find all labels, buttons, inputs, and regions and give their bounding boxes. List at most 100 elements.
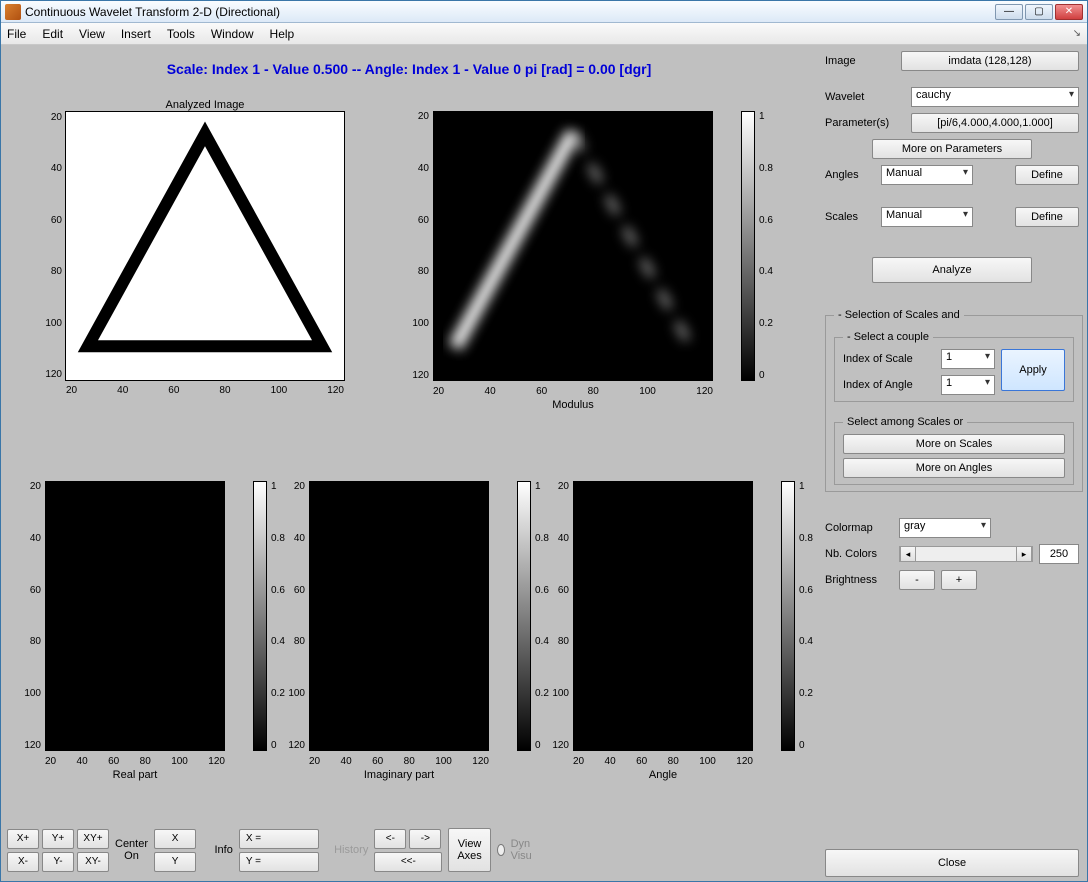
menu-chevron-icon[interactable]: ↘ <box>1073 28 1081 39</box>
center-y-button[interactable]: Y <box>154 852 196 872</box>
close-button[interactable]: Close <box>825 849 1079 877</box>
figure-headline: Scale: Index 1 - Value 0.500 -- Angle: I… <box>1 61 817 77</box>
nav-xy-minus[interactable]: XY- <box>77 852 109 872</box>
menu-view[interactable]: View <box>79 27 105 41</box>
nav-y-plus[interactable]: Y+ <box>42 829 74 849</box>
nav-xy-plus[interactable]: XY+ <box>77 829 109 849</box>
center-on-label: Center On <box>115 838 148 862</box>
index-scale-select[interactable]: 1 <box>941 349 995 369</box>
brightness-minus-button[interactable]: - <box>899 570 935 590</box>
more-params-button[interactable]: More on Parameters <box>872 139 1032 159</box>
nbcolors-slider[interactable] <box>899 546 1033 562</box>
angle-colorbar <box>781 481 795 751</box>
modulus-glow-icon <box>433 111 713 381</box>
select-among-fieldset: Select among Scales or More on Scales Mo… <box>834 416 1074 485</box>
real-xlabel: Real part <box>45 769 225 781</box>
imag-xticks: 20406080100120 <box>309 756 489 767</box>
info-x-button[interactable]: X = <box>239 829 319 849</box>
nav-y-minus[interactable]: Y- <box>42 852 74 872</box>
imag-yticks: 20406080100120 <box>281 481 305 751</box>
selection-legend: - Selection of Scales and <box>834 309 964 321</box>
center-x-button[interactable]: X <box>154 829 196 849</box>
right-panel: Image imdata (128,128) Wavelet cauchy Pa… <box>817 45 1087 881</box>
params-label: Parameter(s) <box>825 117 905 129</box>
client-area: Scale: Index 1 - Value 0.500 -- Angle: I… <box>1 45 1087 881</box>
angle-image: 20406080100120 20406080100120 10.80.60.4… <box>573 481 753 751</box>
axes-modulus: 20406080100120 20406080100120 10.80.60.4… <box>433 111 713 411</box>
angle-xlabel: Angle <box>573 769 753 781</box>
real-image: 20406080100120 20406080100120 10.80.60.4… <box>45 481 225 751</box>
imag-xlabel: Imaginary part <box>309 769 489 781</box>
scales-define-button[interactable]: Define <box>1015 207 1079 227</box>
nav-x-plus[interactable]: X+ <box>7 829 39 849</box>
brightness-plus-button[interactable]: + <box>941 570 977 590</box>
modulus-xlabel: Modulus <box>433 399 713 411</box>
analyzed-xticks: 20406080100120 <box>66 385 344 396</box>
history-fwd-button[interactable]: -> <box>409 829 441 849</box>
angles-label: Angles <box>825 169 875 181</box>
nbcolors-label: Nb. Colors <box>825 548 893 560</box>
history-back-button[interactable]: <- <box>374 829 406 849</box>
axes-angle: 20406080100120 20406080100120 10.80.60.4… <box>573 481 753 781</box>
index-scale-label: Index of Scale <box>843 353 935 365</box>
menu-insert[interactable]: Insert <box>121 27 151 41</box>
scales-select[interactable]: Manual <box>881 207 973 227</box>
window-title: Continuous Wavelet Transform 2-D (Direct… <box>25 5 995 19</box>
analyze-button[interactable]: Analyze <box>872 257 1032 283</box>
dynvisu-radio[interactable] <box>497 844 505 856</box>
params-button[interactable]: [pi/6,4.000,4.000,1.000] <box>911 113 1079 133</box>
brightness-label: Brightness <box>825 574 893 586</box>
nbcolors-value[interactable]: 250 <box>1039 544 1079 564</box>
close-window-button[interactable]: ✕ <box>1055 4 1083 20</box>
app-icon <box>5 4 21 20</box>
app-window: Continuous Wavelet Transform 2-D (Direct… <box>0 0 1088 882</box>
imdata-button[interactable]: imdata (128,128) <box>901 51 1079 71</box>
index-angle-label: Index of Angle <box>843 379 935 391</box>
index-angle-select[interactable]: 1 <box>941 375 995 395</box>
wavelet-label: Wavelet <box>825 91 905 103</box>
plots-area: Scale: Index 1 - Value 0.500 -- Angle: I… <box>1 45 817 881</box>
dynvisu-label: Dyn Visu <box>511 838 536 862</box>
more-angles-button[interactable]: More on Angles <box>843 458 1065 478</box>
bottom-toolbar: X+ Y+ XY+ X- Y- XY- Center On X Y I <box>1 823 542 877</box>
modulus-image: 20406080100120 20406080100120 10.80.60.4… <box>433 111 713 381</box>
modulus-yticks: 20406080100120 <box>405 111 429 381</box>
scales-label: Scales <box>825 211 875 223</box>
info-label: Info <box>215 844 233 856</box>
maximize-button[interactable]: ▢ <box>1025 4 1053 20</box>
selection-fieldset: - Selection of Scales and - Select a cou… <box>825 309 1083 492</box>
colormap-select[interactable]: gray <box>899 518 991 538</box>
title-bar[interactable]: Continuous Wavelet Transform 2-D (Direct… <box>1 1 1087 23</box>
angles-select[interactable]: Manual <box>881 165 973 185</box>
triangle-icon <box>66 112 344 380</box>
image-label: Image <box>825 55 895 67</box>
modulus-xticks: 20406080100120 <box>433 386 713 397</box>
angles-define-button[interactable]: Define <box>1015 165 1079 185</box>
history-label: History <box>334 844 368 856</box>
info-y-button[interactable]: Y = <box>239 852 319 872</box>
modulus-colorbar <box>741 111 755 381</box>
view-axes-button[interactable]: View Axes <box>448 828 490 872</box>
analyzed-title: Analyzed Image <box>65 99 345 111</box>
menu-tools[interactable]: Tools <box>167 27 195 41</box>
angle-yticks: 20406080100120 <box>545 481 569 751</box>
menu-file[interactable]: File <box>7 27 26 41</box>
angle-colorbar-labels: 10.80.60.40.20 <box>799 481 823 751</box>
analyzed-yticks: 20406080100120 <box>38 112 62 380</box>
select-couple-legend: - Select a couple <box>843 331 933 343</box>
axes-real: 20406080100120 20406080100120 10.80.60.4… <box>45 481 225 781</box>
real-yticks: 20406080100120 <box>17 481 41 751</box>
real-xticks: 20406080100120 <box>45 756 225 767</box>
menu-help[interactable]: Help <box>270 27 295 41</box>
nav-x-minus[interactable]: X- <box>7 852 39 872</box>
menu-window[interactable]: Window <box>211 27 254 41</box>
more-scales-button[interactable]: More on Scales <box>843 434 1065 454</box>
apply-button[interactable]: Apply <box>1001 349 1065 391</box>
axes-analyzed: Analyzed Image 20406080100120 2040608010… <box>65 99 345 381</box>
axes-imag: 20406080100120 20406080100120 10.80.60.4… <box>309 481 489 781</box>
wavelet-select[interactable]: cauchy <box>911 87 1079 107</box>
minimize-button[interactable]: — <box>995 4 1023 20</box>
select-among-legend: Select among Scales or <box>843 416 967 428</box>
history-rewind-button[interactable]: <<- <box>374 852 442 872</box>
menu-edit[interactable]: Edit <box>42 27 63 41</box>
